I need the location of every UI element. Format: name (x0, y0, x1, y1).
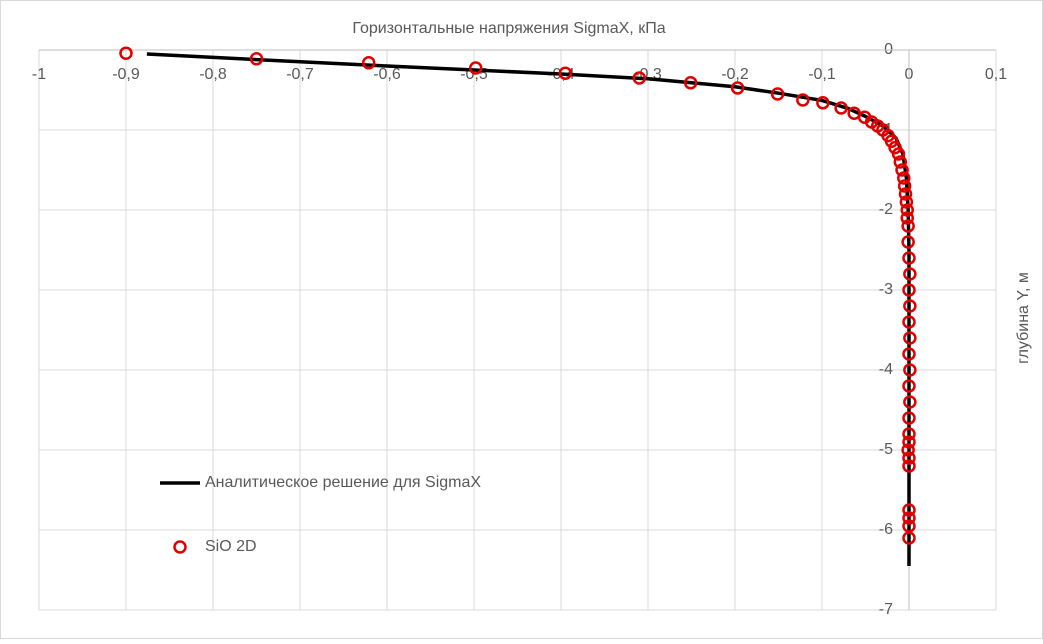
data-point (902, 379, 916, 393)
data-point (900, 203, 915, 217)
data-point (901, 219, 915, 233)
legend-label: Аналитическое решение для SigmaX (205, 474, 481, 491)
data-point (903, 395, 917, 409)
data-point (902, 411, 916, 425)
y-tick-label: -5 (879, 441, 893, 458)
y-tick-label: -2 (879, 201, 893, 218)
x-tick-label: 0,1 (985, 66, 1007, 83)
data-point (893, 155, 908, 169)
data-point (902, 427, 916, 441)
data-point (899, 195, 914, 209)
data-point (902, 503, 916, 517)
data-point (901, 443, 915, 457)
legend-label: SiO 2D (205, 538, 257, 555)
data-point (683, 76, 698, 90)
data-point (891, 147, 906, 161)
data-point (903, 363, 917, 377)
data-point (902, 459, 916, 473)
data-point (902, 531, 916, 545)
x-tick-label: -0,7 (286, 66, 314, 83)
x-tick-label: -0,1 (808, 66, 836, 83)
chart-title: Горизонтальные напряжения SigmaX, кПа (352, 20, 665, 37)
data-point (770, 87, 785, 101)
y-axis-title: глубина Y, м (1015, 272, 1032, 364)
y-tick-label: -4 (879, 361, 893, 378)
x-tick-label: -0,9 (112, 66, 140, 83)
data-point (902, 511, 916, 525)
data-point (119, 46, 133, 60)
data-point (558, 66, 573, 80)
data-point (796, 93, 810, 107)
data-point (816, 96, 830, 110)
data-point (897, 179, 912, 193)
data-point (903, 267, 917, 281)
data-point (632, 71, 647, 85)
data-point (898, 187, 913, 201)
data-point (902, 451, 916, 465)
data-point (901, 235, 915, 249)
data-point (900, 211, 915, 225)
data-point (249, 52, 264, 66)
y-tick-label: -6 (879, 521, 893, 538)
data-point (902, 283, 916, 297)
data-point (902, 435, 916, 449)
data-point (902, 347, 916, 361)
x-tick-label: -0,6 (373, 66, 401, 83)
data-point (361, 56, 376, 70)
data-point (895, 163, 909, 177)
x-tick-label: -1 (32, 66, 46, 83)
data-point (897, 171, 911, 185)
data-point (902, 251, 916, 265)
y-tick-label: -3 (879, 281, 893, 298)
y-tick-label: -7 (879, 601, 893, 618)
data-point (834, 101, 848, 115)
data-point (903, 331, 917, 345)
data-point (903, 299, 917, 313)
data-point (468, 61, 483, 75)
data-point (902, 315, 916, 329)
legend-swatch (173, 540, 187, 554)
data-point (730, 81, 745, 95)
x-tick-label: -0,2 (721, 66, 749, 83)
x-tick-label: -0,8 (199, 66, 227, 83)
